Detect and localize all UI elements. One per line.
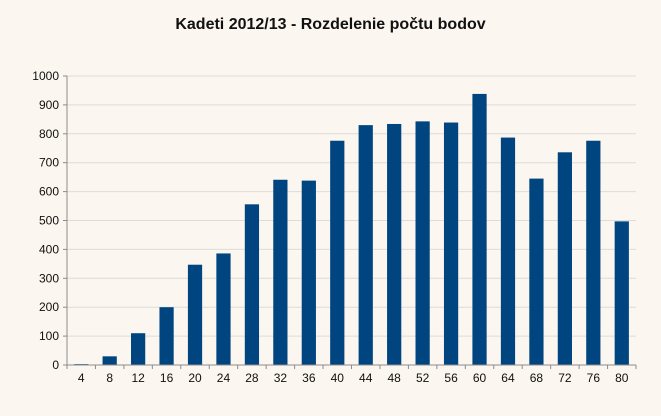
x-tick-label: 60 (473, 371, 487, 385)
x-tick-label: 8 (106, 371, 113, 385)
x-tick-label: 68 (530, 371, 544, 385)
grid-lines (67, 75, 636, 337)
x-tick-label: 16 (160, 371, 174, 385)
bar-56 (443, 122, 459, 366)
x-tick-label: 56 (444, 371, 458, 385)
x-tick-label: 24 (217, 371, 231, 385)
bar-24 (216, 253, 231, 365)
y-tick-label: 300 (39, 271, 59, 285)
bar-40 (330, 140, 345, 365)
bar-80 (614, 221, 629, 365)
bar-36 (301, 180, 316, 365)
bar-32 (273, 179, 288, 365)
x-tick-label: 72 (558, 371, 572, 385)
y-tick-label: 1000 (32, 69, 59, 83)
x-tick-label: 12 (131, 371, 145, 385)
bar-60 (472, 93, 487, 365)
y-tick-label: 200 (39, 300, 59, 314)
x-tick-label: 76 (587, 371, 601, 385)
bar-20 (187, 264, 203, 365)
y-tick-label: 100 (39, 329, 59, 343)
x-axis-ticks: 4 8 12 16 20 24 28 32 36 40 44 48 52 56 60 64 68 72 76 80 (66, 365, 637, 385)
y-tick-label: 600 (39, 185, 59, 199)
bar-48 (387, 123, 402, 365)
bar-72 (557, 152, 572, 365)
bar-76 (586, 140, 601, 365)
bar-16 (159, 307, 174, 365)
x-tick-label: 36 (302, 371, 316, 385)
y-tick-label: 800 (39, 127, 59, 141)
bar-68 (529, 178, 544, 365)
bar-44 (358, 125, 373, 365)
bar-8 (102, 356, 117, 365)
x-tick-label: 52 (416, 371, 430, 385)
y-tick-label: 700 (39, 156, 59, 170)
bar-series (74, 93, 629, 366)
bar-12 (131, 333, 146, 365)
bar-28 (244, 204, 260, 365)
chart-title: Kadeti 2012/13 - Rozdelenie počtu bodov (175, 16, 486, 33)
y-tick-label: 900 (39, 98, 59, 112)
x-tick-label: 40 (331, 371, 345, 385)
y-axis-ticks: 0 100 200 300 400 500 600 700 800 900 1000 (32, 69, 67, 372)
x-tick-label: 32 (274, 371, 288, 385)
y-tick-label: 400 (39, 242, 59, 256)
bar-64 (500, 137, 516, 365)
x-tick-label: 44 (359, 371, 373, 385)
x-tick-label: 20 (188, 371, 202, 385)
y-tick-label: 500 (39, 214, 59, 228)
y-tick-label: 0 (52, 358, 59, 372)
x-tick-label: 80 (615, 371, 629, 385)
x-tick-label: 48 (387, 371, 401, 385)
x-tick-label: 64 (501, 371, 515, 385)
x-tick-label: 4 (78, 371, 85, 385)
bar-52 (415, 121, 430, 365)
x-tick-label: 28 (245, 371, 259, 385)
